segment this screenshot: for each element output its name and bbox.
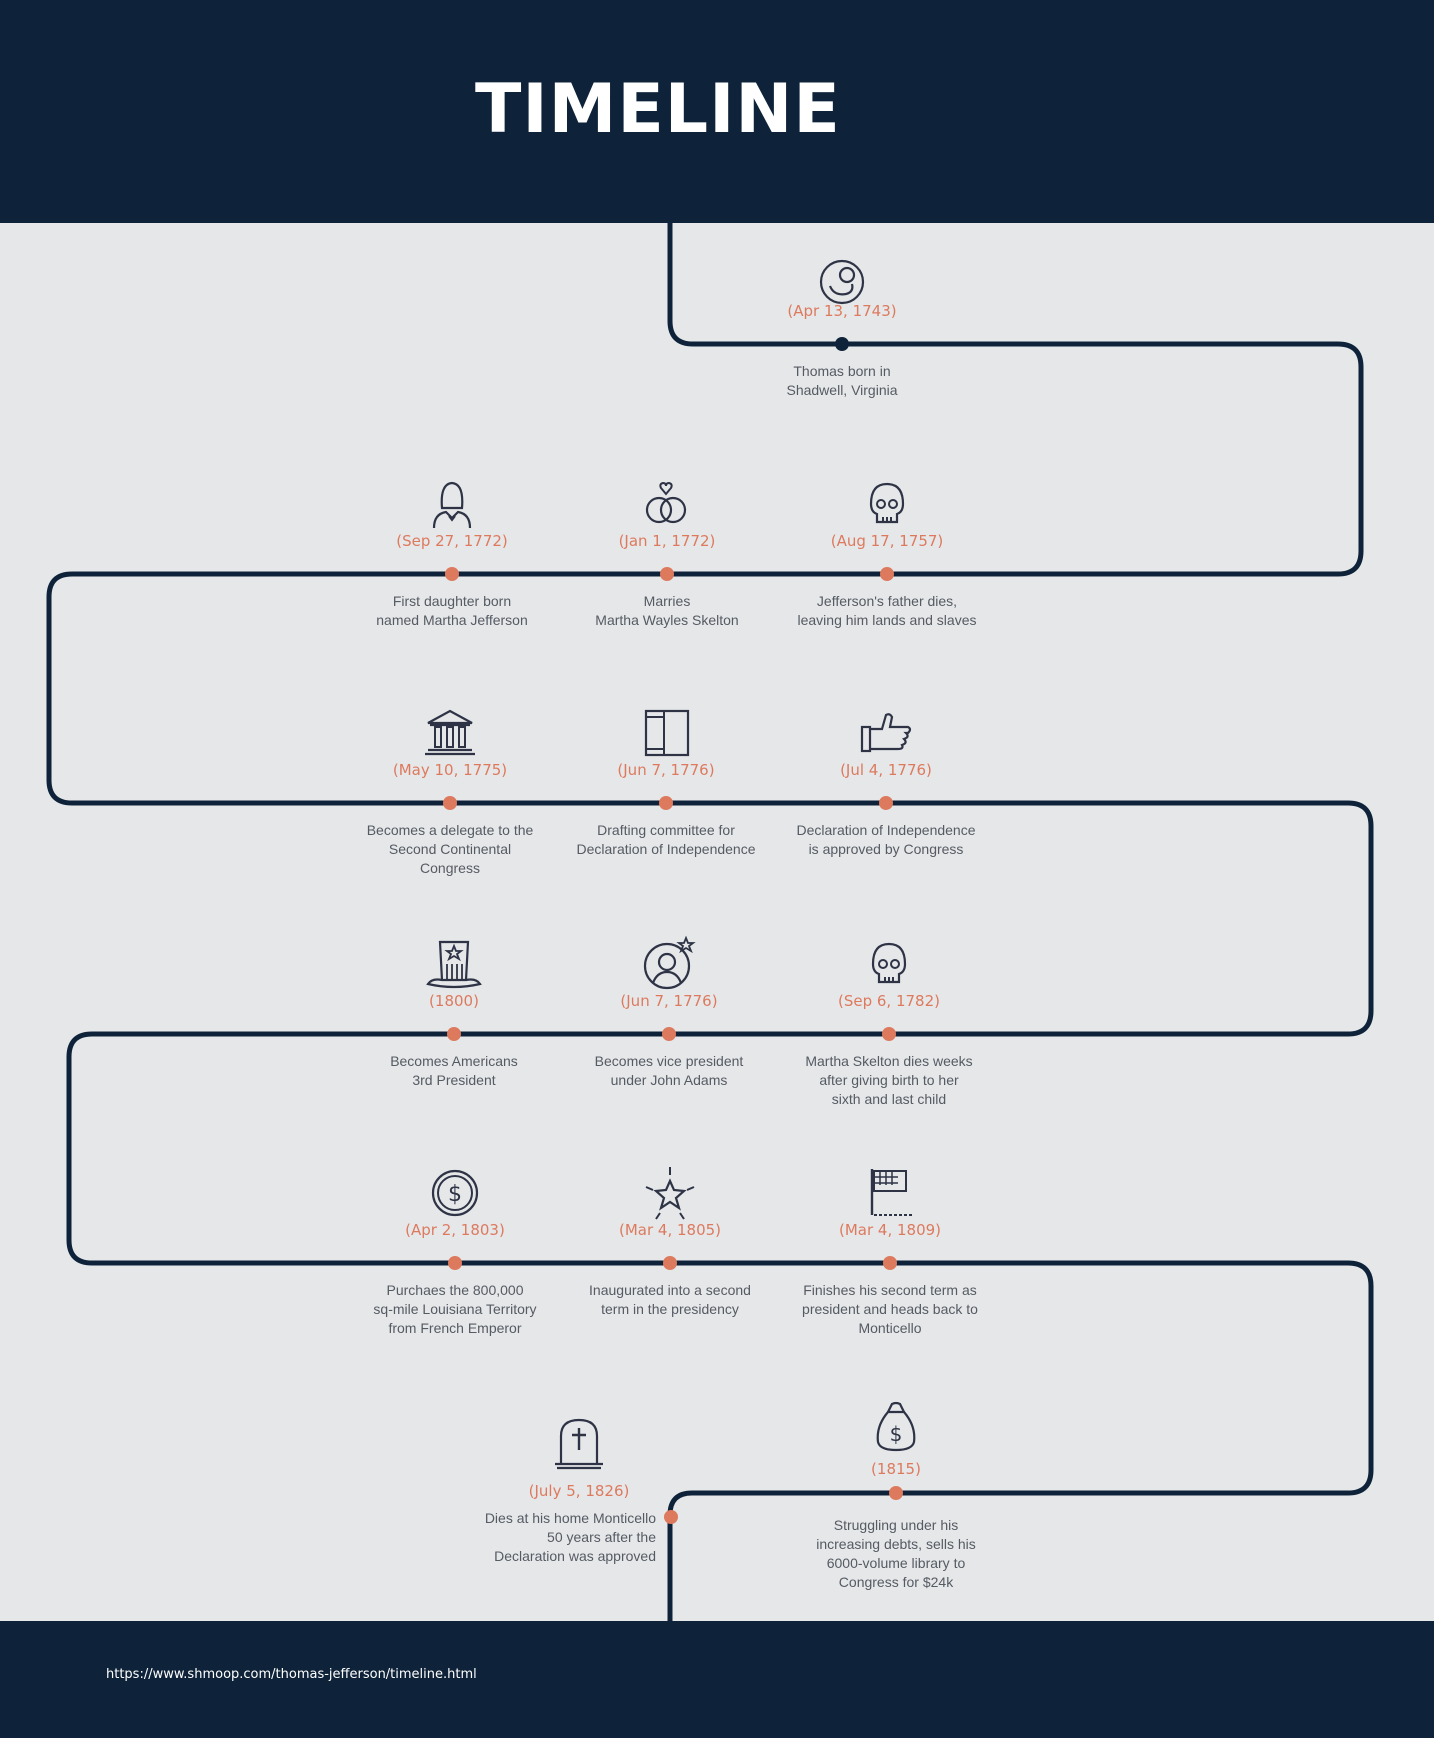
event-date: (Jun 7, 1776) [617,761,715,779]
event-description: Martha Skelton dies weeks after giving b… [805,1053,973,1107]
event-description: Becomes a delegate to the Second Contine… [366,822,534,876]
svg-text:$: $ [448,1182,462,1207]
timeline-dot [659,796,673,810]
tombstone-icon [555,1418,603,1470]
footer-banner: https://www.shmoop.com/thomas-jefferson/… [0,1621,1434,1738]
skull-icon [869,482,905,524]
dollar-coin-icon: $ [431,1169,479,1217]
timeline-dot [663,1256,677,1270]
svg-text:$: $ [890,1422,903,1446]
government-building-icon [425,709,475,756]
skull-icon [871,942,907,984]
event-description: Finishes his second term as president an… [802,1282,978,1336]
event-description: Drafting committee for Declaration of In… [576,822,756,857]
baby-icon [819,259,865,305]
event-date: (1800) [429,992,479,1010]
event-date: (Mar 4, 1805) [618,1221,722,1239]
timeline-dot [664,1510,678,1524]
timeline-dot [447,1027,461,1041]
event-description: Becomes vice president under John Adams [594,1053,744,1088]
event-description: Struggling under his increasing debts, s… [816,1517,976,1590]
event-description: Inaugurated into a second term in the pr… [589,1282,751,1317]
thumbs-up-icon [860,713,912,753]
event-description: First daughter born named Martha Jeffers… [376,593,528,628]
event-description: Dies at his home Monticello 50 years aft… [484,1510,656,1564]
person-star-icon [643,935,696,990]
timeline-dot [889,1486,903,1500]
event-description: Thomas born in Shadwell, Virginia [786,363,898,398]
timeline-start-dot [835,337,849,351]
timeline-dot [879,796,893,810]
timeline-dot [880,567,894,581]
event-date: (Jul 4, 1776) [840,761,932,779]
event-date: (Jun 7, 1776) [620,992,718,1010]
document-icon [644,709,690,757]
header-banner: TIMELINE [0,0,1434,223]
event-date: (Mar 4, 1809) [838,1221,942,1239]
money-bag-icon: $ [876,1401,916,1452]
event-description: Jefferson's father dies, leaving him lan… [797,593,977,628]
event-description: Purchaes the 800,000 sq-mile Louisiana T… [373,1282,537,1336]
event-date: (May 10, 1775) [392,761,508,779]
flag-icon [870,1169,914,1216]
timeline-dot [448,1256,462,1270]
event-date: (July 5, 1826) [528,1482,630,1500]
timeline-dot [660,567,674,581]
page-title: TIMELINE [475,70,841,149]
source-url: https://www.shmoop.com/thomas-jefferson/… [106,1667,477,1682]
timeline-line [46,220,1374,1624]
timeline-dot [882,1027,896,1041]
timeline-dot [443,796,457,810]
event-date: (Sep 27, 1772) [396,532,508,550]
event-date: (1815) [871,1460,921,1478]
uncle-sam-hat-icon [426,940,482,989]
woman-icon [432,481,472,529]
event-date: (Aug 17, 1757) [830,532,944,550]
event-date: (Apr 2, 1803) [405,1221,505,1239]
star-burst-icon [645,1167,695,1220]
event-description: Marries Martha Wayles Skelton [595,593,739,628]
timeline-dot [662,1027,676,1041]
event-date: (Sep 6, 1782) [838,992,940,1010]
rings-icon [645,481,687,524]
event-description: Declaration of Independence is approved … [796,822,976,857]
timeline-dot [445,567,459,581]
event-date: (Jan 1, 1772) [618,532,716,550]
event-date: (Apr 13, 1743) [787,302,897,320]
timeline-dot [883,1256,897,1270]
event-description: Becomes Americans 3rd President [390,1053,518,1088]
